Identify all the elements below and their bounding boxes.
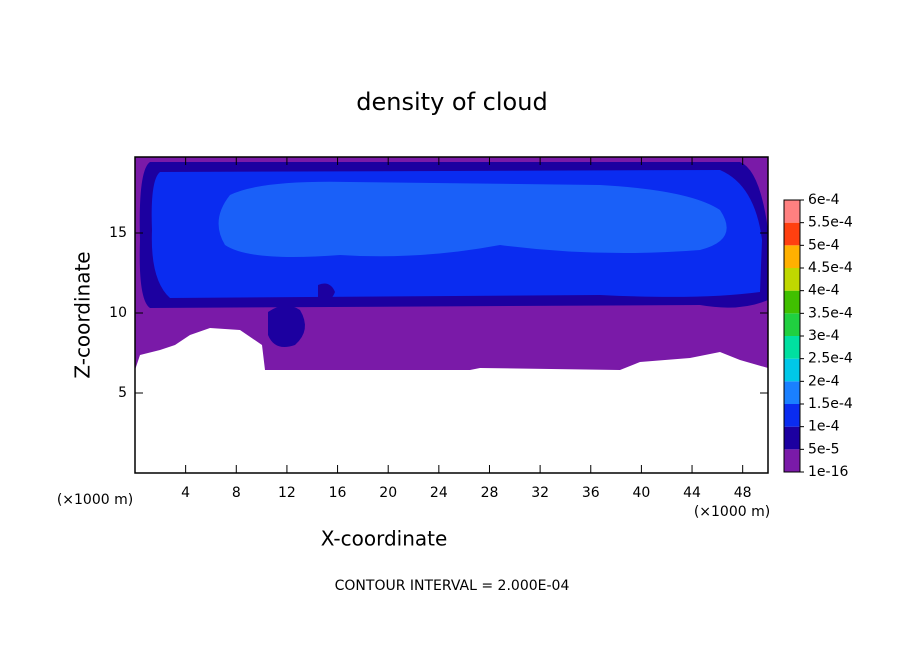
x-tick-label: 16	[329, 485, 347, 501]
colorbar-tick-label: 4.5e-4	[808, 260, 853, 276]
x-unit-label: (×1000 m)	[694, 504, 770, 520]
plot-frame	[134, 156, 769, 474]
x-tick-label: 48	[734, 485, 752, 501]
field-band	[268, 283, 335, 348]
colorbar-band	[784, 336, 800, 359]
colorbar-band	[784, 313, 800, 336]
colorbar-tick-label: 5e-4	[808, 237, 840, 253]
x-tick-label: 36	[582, 485, 600, 501]
colorbar-band	[784, 449, 800, 472]
colorbar-tick-label: 3.5e-4	[808, 305, 853, 321]
x-tick-label: 4	[181, 485, 190, 501]
colorbar-tick-label: 5e-5	[808, 441, 839, 457]
colorbar-band	[784, 245, 800, 268]
x-tick-label: 28	[481, 485, 499, 501]
colorbar-band	[784, 268, 800, 291]
colorbar-band	[784, 381, 800, 404]
colorbar-tick-label: 2.5e-4	[808, 351, 853, 367]
x-axis-label: X-coordinate	[321, 527, 448, 551]
x-tick-label: 8	[232, 485, 241, 501]
chart-title: density of cloud	[356, 88, 547, 116]
empty-region	[135, 328, 768, 473]
x-tick-label: 40	[632, 485, 650, 501]
y-tick-label: 15	[109, 225, 127, 241]
y-axis-label: Z-coordinate	[71, 251, 95, 378]
colorbar-tick-label: 1e-16	[808, 464, 848, 480]
colorbar-tick-label: 6e-4	[808, 192, 840, 208]
colorbar-tick-label: 2e-4	[808, 373, 840, 389]
y-tick-label: 5	[118, 385, 127, 401]
colorbar-tick-label: 5.5e-4	[808, 215, 853, 231]
colorbar-tick-label: 1.5e-4	[808, 396, 853, 412]
colorbar-band	[784, 404, 800, 427]
colorbar-tick-label: 4e-4	[808, 283, 840, 299]
x-tick-label: 12	[278, 485, 296, 501]
x-tick-label: 44	[683, 485, 701, 501]
colorbar-band	[784, 290, 800, 314]
colorbar-tick-label: 1e-4	[808, 419, 840, 435]
annotation: CONTOUR INTERVAL = 2.000E-04	[335, 578, 570, 594]
colorbar-tick-label: 3e-4	[808, 328, 840, 344]
colorbar-band	[784, 358, 800, 382]
colorbar-band	[784, 222, 800, 246]
y-tick-label: 10	[109, 305, 127, 321]
colorbar-band	[784, 200, 800, 223]
x-tick-label: 32	[531, 485, 549, 501]
x-tick-label: 24	[430, 485, 448, 501]
field-band	[218, 181, 727, 258]
colorbar-band	[784, 426, 800, 450]
x-tick-label: 20	[379, 485, 397, 501]
y-unit-label: (×1000 m)	[57, 492, 133, 508]
contour-field	[135, 157, 768, 473]
